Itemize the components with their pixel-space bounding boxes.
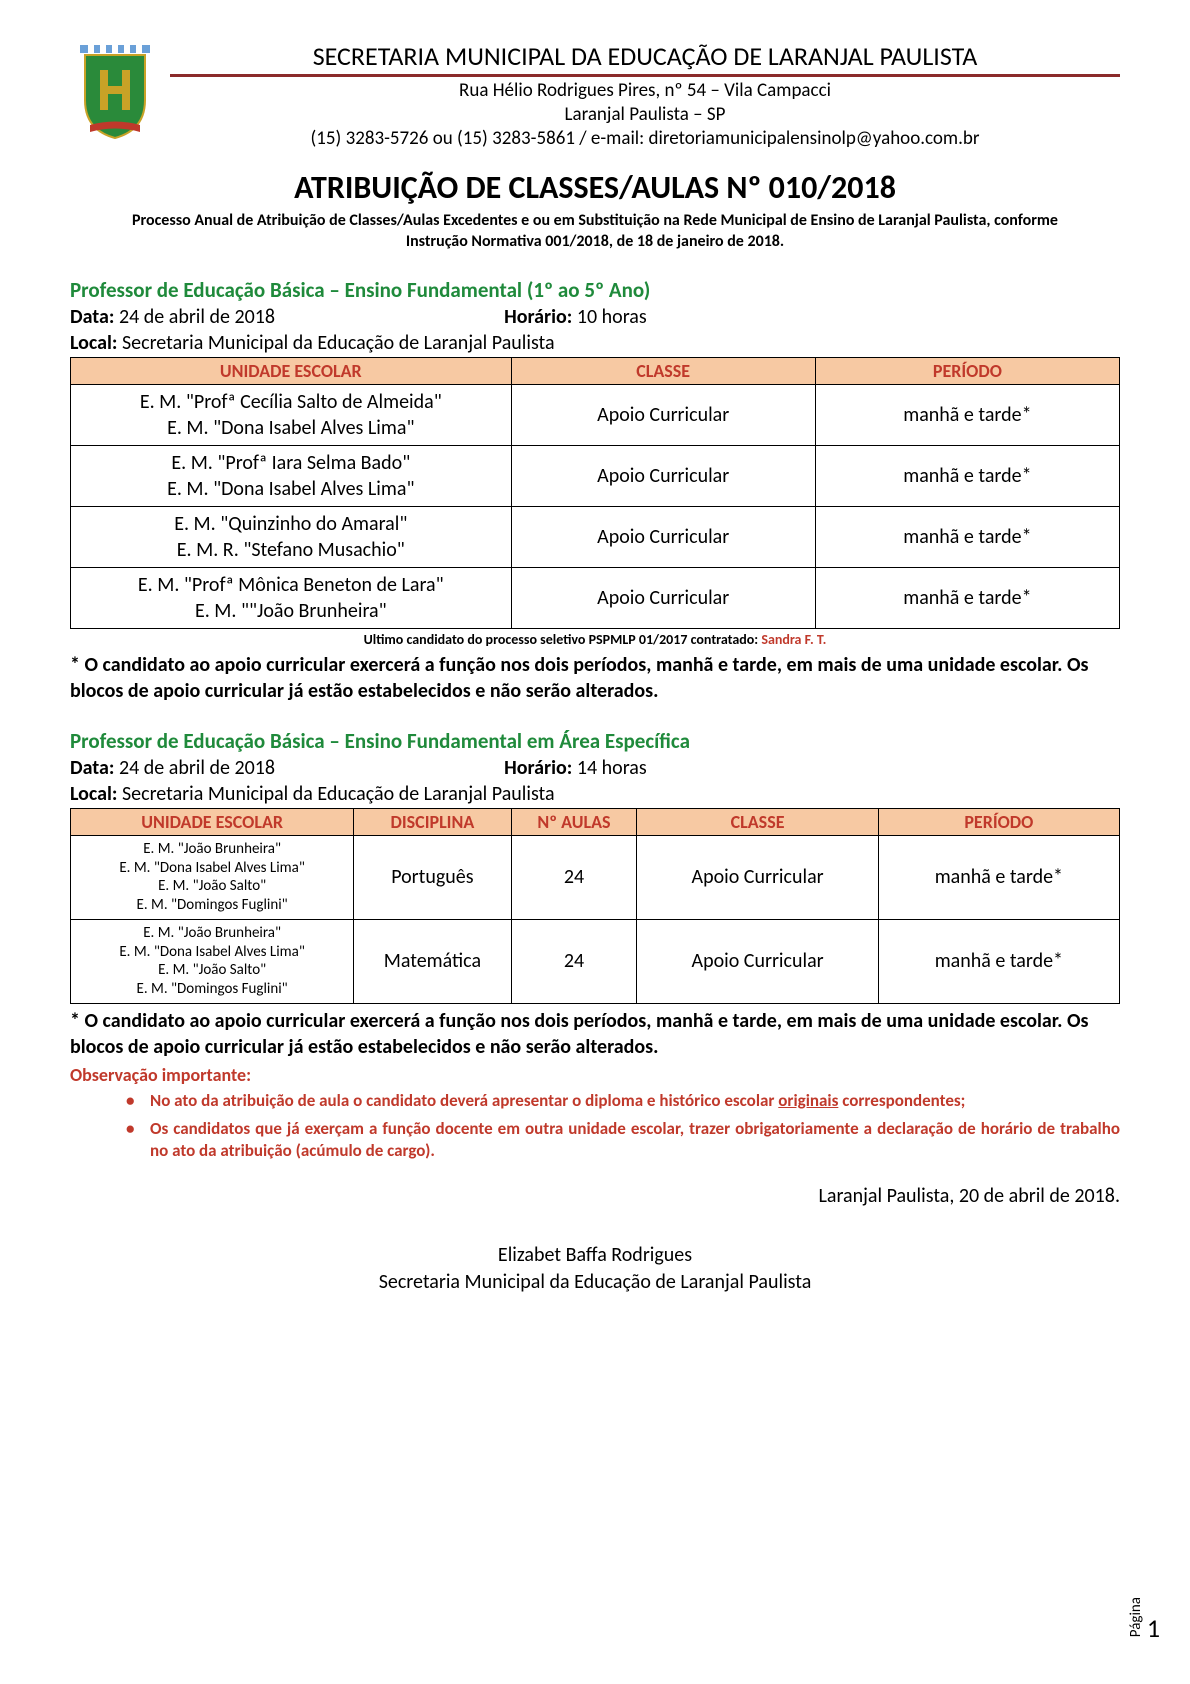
- table-header-row: UNIDADE ESCOLAR DISCIPLINA Nº AULAS CLAS…: [71, 808, 1120, 835]
- section2-meta-local: Local: Secretaria Municipal da Educação …: [70, 782, 1120, 806]
- col-disciplina: DISCIPLINA: [354, 808, 511, 835]
- signatory-org: Secretaria Municipal da Educação de Lara…: [70, 1269, 1120, 1296]
- data-value: 24 de abril de 2018: [119, 756, 275, 780]
- col-periodo: PERÍODO: [878, 808, 1119, 835]
- section1-meta-datetime: Data: 24 de abril de 2018 Horário: 10 ho…: [70, 305, 1120, 329]
- org-title: SECRETARIA MUNICIPAL DA EDUCAÇÃO DE LARA…: [170, 40, 1120, 77]
- place-date: Laranjal Paulista, 20 de abril de 2018.: [70, 1184, 1120, 1208]
- cell-periodo: manhã e tarde*: [815, 567, 1119, 628]
- signatory-name: Elizabet Baffa Rodrigues: [70, 1242, 1120, 1269]
- section1-meta-local: Local: Secretaria Municipal da Educação …: [70, 331, 1120, 355]
- section1-title: Professor de Educação Básica – Ensino Fu…: [70, 277, 1120, 303]
- cell-unidade: E. M. "Profª Mônica Beneton de Lara"E. M…: [71, 567, 512, 628]
- section1-table-footnote: Ultimo candidato do processo seletivo PS…: [70, 631, 1120, 648]
- obs-item-1b: correspondentes;: [838, 1090, 965, 1111]
- foot-name: Sandra F. T.: [761, 631, 826, 648]
- horario-label: Horário:: [504, 756, 572, 780]
- obs-item-1: No ato da atribuição de aula o candidato…: [150, 1090, 1120, 1112]
- cell-unidade: E. M. "Quinzinho do Amaral"E. M. R. "Ste…: [71, 506, 512, 567]
- obs-item-1a: No ato da atribuição de aula o candidato…: [150, 1090, 778, 1111]
- cell-classe: Apoio Curricular: [511, 506, 815, 567]
- table-row: E. M. "João Brunheira"E. M. "Dona Isabel…: [71, 919, 1120, 1003]
- cell-classe: Apoio Curricular: [637, 835, 878, 919]
- local-label: Local:: [70, 331, 117, 355]
- obs-item-2: Os candidatos que já exerçam a função do…: [150, 1118, 1120, 1162]
- col-classe: CLASSE: [511, 357, 815, 384]
- cell-naulas: 24: [511, 835, 637, 919]
- obs-list: No ato da atribuição de aula o candidato…: [70, 1090, 1120, 1162]
- horario-value: 14 horas: [577, 756, 647, 780]
- horario-value: 10 horas: [577, 305, 647, 329]
- horario-label: Horário:: [504, 305, 572, 329]
- table-row: E. M. "Profª Cecília Salto de Almeida"E.…: [71, 384, 1120, 445]
- section1-table: UNIDADE ESCOLAR CLASSE PERÍODO E. M. "Pr…: [70, 357, 1120, 629]
- data-label: Data:: [70, 756, 114, 780]
- address-line-2: Laranjal Paulista – SP: [170, 103, 1120, 127]
- col-unidade: UNIDADE ESCOLAR: [71, 357, 512, 384]
- cell-classe: Apoio Curricular: [511, 384, 815, 445]
- data-value: 24 de abril de 2018: [119, 305, 275, 329]
- cell-disciplina: Português: [354, 835, 511, 919]
- table-row: E. M. "Profª Iara Selma Bado"E. M. "Dona…: [71, 445, 1120, 506]
- foot-prefix: Ultimo candidato do processo seletivo PS…: [364, 631, 762, 648]
- document-title: ATRIBUIÇÃO DE CLASSES/AULAS Nº 010/2018: [70, 168, 1120, 207]
- address-line-1: Rua Hélio Rodrigues Pires, nº 54 – Vila …: [170, 79, 1120, 103]
- document-subtitle: Processo Anual de Atribuição de Classes/…: [70, 211, 1120, 253]
- section1-note: * O candidato ao apoio curricular exerce…: [70, 652, 1120, 704]
- cell-classe: Apoio Curricular: [511, 567, 815, 628]
- table-row: E. M. "Profª Mônica Beneton de Lara"E. M…: [71, 567, 1120, 628]
- contact-line: (15) 3283-5726 ou (15) 3283-5861 / e-mai…: [170, 127, 1120, 151]
- col-unidade: UNIDADE ESCOLAR: [71, 808, 354, 835]
- cell-unidade: E. M. "João Brunheira"E. M. "Dona Isabel…: [71, 919, 354, 1003]
- section2-meta-datetime: Data: 24 de abril de 2018 Horário: 14 ho…: [70, 756, 1120, 780]
- table-row: E. M. "Quinzinho do Amaral"E. M. R. "Ste…: [71, 506, 1120, 567]
- cell-periodo: manhã e tarde*: [815, 445, 1119, 506]
- section2-table: UNIDADE ESCOLAR DISCIPLINA Nº AULAS CLAS…: [70, 808, 1120, 1004]
- address-block: Rua Hélio Rodrigues Pires, nº 54 – Vila …: [170, 79, 1120, 150]
- cell-periodo: manhã e tarde*: [815, 506, 1119, 567]
- cell-classe: Apoio Curricular: [637, 919, 878, 1003]
- cell-periodo: manhã e tarde*: [815, 384, 1119, 445]
- cell-unidade: E. M. "Profª Iara Selma Bado"E. M. "Dona…: [71, 445, 512, 506]
- col-naulas: Nº AULAS: [511, 808, 637, 835]
- local-value: Secretaria Municipal da Educação de Lara…: [122, 782, 555, 806]
- page-label: Página: [1127, 1597, 1145, 1637]
- header-text: SECRETARIA MUNICIPAL DA EDUCAÇÃO DE LARA…: [170, 40, 1120, 150]
- cell-periodo: manhã e tarde*: [878, 919, 1119, 1003]
- col-classe: CLASSE: [637, 808, 878, 835]
- cell-naulas: 24: [511, 919, 637, 1003]
- data-label: Data:: [70, 305, 114, 329]
- section2-title: Professor de Educação Básica – Ensino Fu…: [70, 728, 1120, 754]
- obs-title: Observação importante:: [70, 1064, 1120, 1086]
- table-header-row: UNIDADE ESCOLAR CLASSE PERÍODO: [71, 357, 1120, 384]
- letterhead: SECRETARIA MUNICIPAL DA EDUCAÇÃO DE LARA…: [70, 40, 1120, 150]
- page-number: Página1: [1127, 1597, 1160, 1644]
- crest-icon: [70, 40, 160, 140]
- col-periodo: PERÍODO: [815, 357, 1119, 384]
- cell-classe: Apoio Curricular: [511, 445, 815, 506]
- cell-periodo: manhã e tarde*: [878, 835, 1119, 919]
- cell-unidade: E. M. "Profª Cecília Salto de Almeida"E.…: [71, 384, 512, 445]
- page-num-value: 1: [1147, 1612, 1160, 1644]
- cell-unidade: E. M. "João Brunheira"E. M. "Dona Isabel…: [71, 835, 354, 919]
- section2-note: * O candidato ao apoio curricular exerce…: [70, 1008, 1120, 1060]
- local-value: Secretaria Municipal da Educação de Lara…: [122, 331, 555, 355]
- local-label: Local:: [70, 782, 117, 806]
- signature-block: Elizabet Baffa Rodrigues Secretaria Muni…: [70, 1242, 1120, 1296]
- obs-item-1u: originais: [778, 1090, 838, 1111]
- cell-disciplina: Matemática: [354, 919, 511, 1003]
- table-row: E. M. "João Brunheira"E. M. "Dona Isabel…: [71, 835, 1120, 919]
